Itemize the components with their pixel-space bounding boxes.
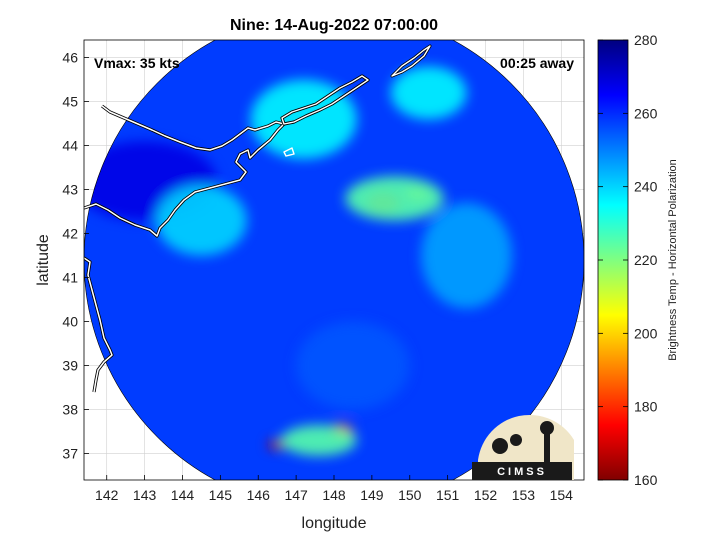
small-island bbox=[283, 147, 295, 157]
y-tick-label-6: 43 bbox=[62, 182, 78, 198]
logo-text: CIMSS bbox=[497, 466, 547, 478]
water-tower-tank-icon bbox=[540, 421, 554, 435]
y-tick-label-5: 42 bbox=[62, 226, 78, 242]
feature-9 bbox=[155, 185, 247, 256]
y-tick-label-0: 37 bbox=[62, 446, 78, 462]
feature-7 bbox=[250, 79, 357, 159]
x-tick-label-9: 151 bbox=[436, 487, 460, 503]
cb-tick-label-2: 200 bbox=[634, 325, 658, 341]
satellite-dish-icon bbox=[492, 438, 508, 454]
y-tick-label-8: 45 bbox=[62, 94, 78, 110]
x-tick-label-5: 147 bbox=[284, 487, 308, 503]
x-tick-label-3: 145 bbox=[209, 487, 233, 503]
feature-6 bbox=[280, 425, 357, 456]
coastlines bbox=[84, 44, 432, 393]
x-tick-label-10: 152 bbox=[474, 487, 498, 503]
cb-tick-label-5: 260 bbox=[634, 105, 658, 121]
cb-tick-label-4: 240 bbox=[634, 179, 658, 195]
cb-tick-label-1: 180 bbox=[634, 399, 658, 415]
feature-11 bbox=[296, 321, 410, 410]
y-tick-label-4: 41 bbox=[62, 270, 78, 286]
feature-8 bbox=[390, 66, 467, 120]
colorbar-ticks: 160 180 200 220 240 260 280 bbox=[598, 32, 658, 488]
x-tick-label-6: 148 bbox=[322, 487, 346, 503]
x-tick-label-0: 142 bbox=[95, 487, 119, 503]
colorbar-label: Brightness Temp - Horizontal Polarizatio… bbox=[667, 159, 679, 361]
feature-3 bbox=[345, 176, 444, 221]
satellite-dish-icon-2 bbox=[510, 434, 522, 446]
y-ticks: 37 38 39 40 41 42 43 44 45 46 bbox=[62, 50, 89, 462]
y-tick-label-7: 44 bbox=[62, 138, 78, 154]
time-away-annotation: 00:25 away bbox=[500, 55, 574, 71]
swath-layer bbox=[84, 40, 584, 480]
logo-base bbox=[472, 462, 572, 480]
feature-10 bbox=[421, 202, 513, 309]
x-tick-label-8: 150 bbox=[398, 487, 422, 503]
y-tick-label-3: 40 bbox=[62, 314, 78, 330]
x-tick-label-12: 154 bbox=[550, 487, 574, 503]
honshu-coast bbox=[84, 257, 113, 393]
vmax-annotation: Vmax: 35 kts bbox=[94, 55, 180, 71]
x-tick-label-1: 143 bbox=[133, 487, 157, 503]
cb-tick-label-6: 280 bbox=[634, 32, 658, 48]
x-axis-label: longitude bbox=[302, 515, 367, 532]
x-tick-label-11: 153 bbox=[512, 487, 536, 503]
kuril-islands bbox=[281, 75, 369, 125]
brightness-features bbox=[84, 66, 513, 456]
x-tick-label-4: 146 bbox=[247, 487, 271, 503]
y-tick-label-2: 39 bbox=[62, 358, 78, 374]
water-tower-icon bbox=[544, 432, 550, 462]
y-tick-label-1: 38 bbox=[62, 402, 78, 418]
north-island bbox=[391, 45, 431, 77]
x-tick-label-7: 149 bbox=[360, 487, 384, 503]
x-tick-label-2: 144 bbox=[171, 487, 195, 503]
cb-tick-label-0: 160 bbox=[634, 472, 658, 488]
cb-tick-label-3: 220 bbox=[634, 252, 658, 268]
y-axis-label: latitude bbox=[35, 234, 52, 286]
x-ticks: 142 143 144 145 146 147 148 149 150 151 152 153 154 bbox=[95, 475, 573, 503]
chart-title: Nine: 14-Aug-2022 07:00:00 bbox=[230, 17, 438, 34]
cimss-logo: CIMSS bbox=[472, 414, 574, 480]
y-tick-label-9: 46 bbox=[62, 50, 78, 66]
hokkaido-coast bbox=[84, 105, 285, 237]
